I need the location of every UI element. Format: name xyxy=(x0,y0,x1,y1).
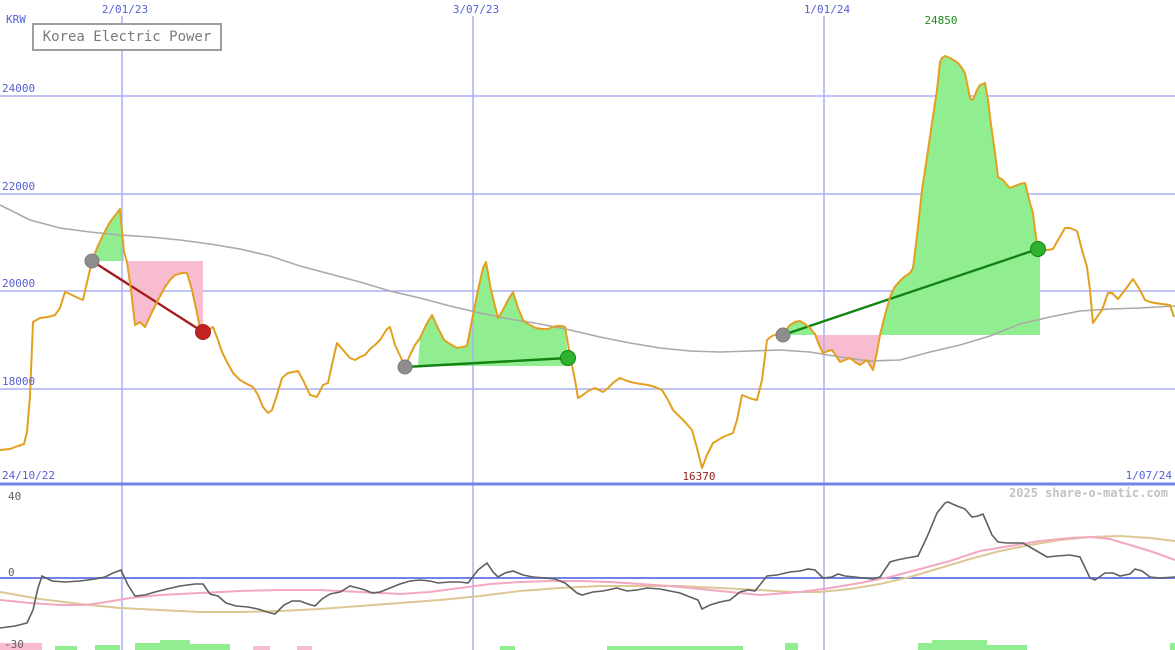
histogram-bar xyxy=(297,646,312,650)
histogram-bar xyxy=(932,640,987,650)
price-tick-label: 22000 xyxy=(2,180,35,193)
instrument-title: Korea Electric Power xyxy=(42,29,212,45)
trade-entry-dot xyxy=(775,327,791,343)
loss-fill xyxy=(815,335,879,370)
trade-exit-dot xyxy=(1030,241,1046,257)
histogram-bar xyxy=(55,646,77,650)
trade-trend-line xyxy=(782,247,1039,337)
histogram-bar xyxy=(785,643,798,650)
currency-label: KRW xyxy=(6,13,26,26)
profit-fill xyxy=(418,262,568,366)
profit-fill xyxy=(92,209,124,261)
histogram-bar xyxy=(918,643,932,650)
oscillator-line xyxy=(0,501,1175,629)
moving-average-line xyxy=(0,204,1175,362)
histogram-bar xyxy=(135,643,160,650)
price-annotation: 24850 xyxy=(924,14,957,27)
oscillator-tick-label: -30 xyxy=(4,638,24,650)
histogram-bar xyxy=(607,646,743,650)
price-tick-label: 24000 xyxy=(2,82,35,95)
histogram-bar xyxy=(190,644,230,650)
date-tick-label: 2/01/23 xyxy=(102,3,148,16)
histogram-bar xyxy=(253,646,270,650)
histogram-bar xyxy=(987,645,1027,650)
date-tick-label: 3/07/23 xyxy=(453,3,499,16)
price-tick-label: 20000 xyxy=(2,277,35,290)
price-annotation: 16370 xyxy=(682,470,715,483)
trade-entry-dot xyxy=(397,359,413,375)
trade-exit-dot xyxy=(560,350,576,366)
trade-exit-dot xyxy=(195,324,211,340)
loss-fill xyxy=(124,261,203,332)
profit-fill xyxy=(879,56,1040,335)
signal-line-pink xyxy=(0,535,1175,606)
corner-date-label: 24/10/22 xyxy=(2,469,55,482)
instrument-title-box: Korea Electric Power xyxy=(32,23,222,51)
histogram-bar xyxy=(1170,643,1175,650)
histogram-bar xyxy=(500,646,515,650)
trade-entry-dot xyxy=(84,253,100,269)
histogram-bar xyxy=(160,640,190,650)
watermark-label: 2025 share-o-matic.com xyxy=(1009,486,1168,500)
trade-trend-line xyxy=(91,259,204,334)
oscillator-tick-label: 0 xyxy=(8,566,15,579)
oscillator-tick-label: 40 xyxy=(8,490,21,503)
corner-date-label: 1/07/24 xyxy=(1126,469,1173,482)
price-tick-label: 18000 xyxy=(2,375,35,388)
histogram-bar xyxy=(0,643,42,650)
date-tick-label: 1/01/24 xyxy=(804,3,851,16)
trade-trend-line xyxy=(404,356,569,369)
histogram-bar xyxy=(95,645,120,650)
